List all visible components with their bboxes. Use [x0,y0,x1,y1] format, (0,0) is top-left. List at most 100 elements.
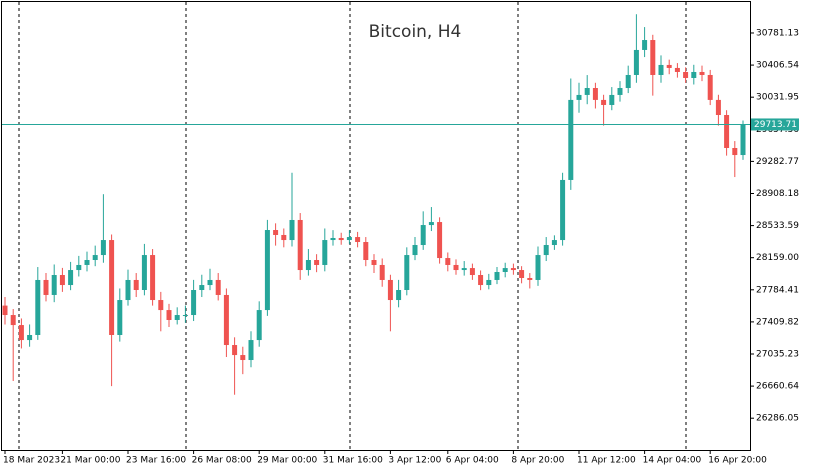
candle-body [502,268,508,273]
candle-body [740,124,746,156]
candle-body [322,240,328,265]
candle-body [76,264,82,271]
candle-body [330,237,336,241]
x-tick-label: 6 Apr 04:00 [446,456,499,466]
candle-body [437,222,443,259]
y-tick-label: 27784.41 [756,285,799,295]
y-tick-label: 28159.00 [756,253,799,263]
candle-body [150,255,156,301]
candle-body [363,242,369,261]
candle-body [633,49,639,75]
candle-body [560,179,566,241]
candle-body [199,285,205,291]
candle-body [535,255,541,280]
candle-body [510,268,516,271]
y-tick-label: 28908.18 [756,189,799,199]
candle-body [264,230,270,311]
candle-body [674,67,680,72]
candle-body [273,230,279,235]
candle-body [174,315,180,320]
candle-body [478,275,484,286]
candle-body [568,99,574,180]
candle-body [117,300,123,335]
candle-body [601,99,607,105]
candle-body [461,268,467,271]
candle-body [420,225,426,246]
x-tick-label: 14 Apr 04:00 [643,456,702,466]
candle-body [68,270,74,286]
y-tick-label: 30031.95 [756,93,799,103]
candle-body [297,219,303,271]
candle-body [412,245,418,256]
candle-body [355,237,361,243]
y-tick-label: 28533.59 [756,221,799,231]
y-tick-label: 30781.13 [756,28,799,38]
candle-body [486,279,492,286]
candle-body [92,255,98,261]
candle-body [305,260,311,271]
candle-body [609,94,615,105]
price-label-box [751,118,799,131]
y-tick-label: 26660.64 [756,382,799,392]
candle-body [379,264,385,280]
candle-body [289,219,295,241]
candle-body [551,240,557,246]
candle-body [576,94,582,100]
candle-body [650,40,656,75]
x-tick-label: 21 Mar 00:00 [60,456,120,466]
candle-body [584,88,590,95]
candle-body [125,279,131,301]
candle-body [10,315,16,326]
candle-body [18,325,24,341]
candle-body [84,260,90,265]
candle-body [182,315,188,317]
candle-body [141,255,147,291]
candle-body [527,278,533,280]
candle-body [27,334,33,341]
candle-body [59,275,65,286]
candle-body [691,71,697,78]
candle-body [715,99,721,116]
candle-body [683,71,689,78]
candle-body [51,275,57,295]
y-tick-label: 29282.77 [756,157,799,167]
candle-body [256,310,262,341]
candle-body [445,258,451,265]
candle-body [371,260,377,265]
candle-body [642,40,648,50]
y-tick-label: 27035.23 [756,349,799,359]
candle-body [35,279,41,335]
candle-body [724,115,730,149]
x-tick-label: 11 Apr 12:00 [577,456,636,466]
candle-body [109,240,115,335]
candle-body [158,300,164,311]
candle-body [732,148,738,156]
candle-body [223,294,229,346]
candle-body [133,279,139,291]
candle-body [100,240,106,256]
candle-body [666,64,672,68]
chart-title: Bitcoin, H4 [369,22,462,42]
candle-body [707,74,713,100]
candle-body [43,279,49,295]
candle-body [617,88,623,95]
candle-body [346,237,352,241]
candle-body [592,88,598,100]
candle-body [338,237,344,241]
candle-body [453,264,459,271]
x-tick-label: 31 Mar 16:00 [323,456,383,466]
candle-body [281,234,287,241]
candle-body [232,345,238,356]
y-tick-label: 30406.54 [756,61,799,71]
candle-body [166,310,172,320]
candle-body [191,290,197,316]
y-tick-label: 27409.82 [756,317,799,327]
candle-body [699,71,705,75]
candle-body [543,245,549,256]
candle-body [428,222,434,226]
candle-body [519,270,525,279]
candle-body [2,305,8,316]
candle-body [396,290,402,301]
